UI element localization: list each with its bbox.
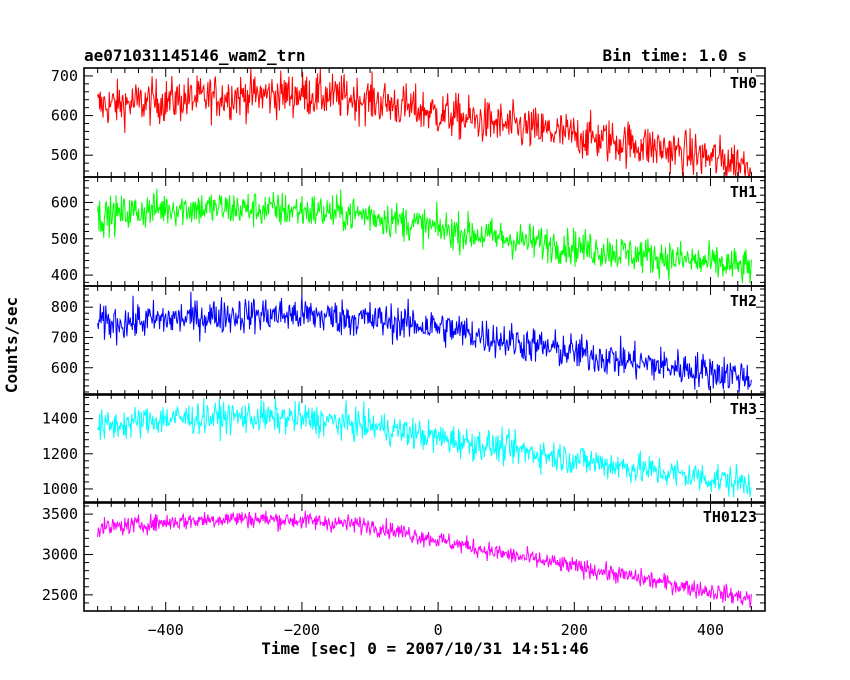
panel-label-th2: TH2 [730,292,757,310]
chart-title: ae071031145146_wam2_trn [84,46,306,65]
y-axis-label: Counts/sec [2,297,21,393]
y-tick-label: 500 [51,230,78,248]
series-line-th3 [97,397,752,498]
panels-group: 500 600 700 TH0 400 500 600 TH1 600 700 800 TH2 1000… [42,67,766,639]
y-tick-label: 600 [51,107,78,125]
panel-label-th1: TH1 [730,183,757,201]
series-line-th1 [97,188,752,284]
y-tick-label: 1400 [42,410,78,428]
series-line-th0 [97,68,752,177]
x-tick-label: 400 [697,621,724,639]
x-tick-label: 0 [434,621,443,639]
y-tick-label: 1200 [42,445,78,463]
panel-label-th0123: TH0123 [703,508,757,526]
series-line-th0123 [97,510,752,608]
y-tick-label: 3500 [42,505,78,523]
panel-label-th0: TH0 [730,74,757,92]
x-axis-label: Time [sec] 0 = 2007/10/31 14:51:46 [261,639,589,658]
panel-frame-th2 [83,285,766,396]
series-line-th2 [97,291,752,393]
y-tick-label: 700 [51,67,78,85]
y-tick-label: 1000 [42,480,78,498]
y-tick-label: 700 [51,328,78,346]
panel-frame-th0123 [83,501,766,612]
y-tick-label: 800 [51,298,78,316]
panel-label-th3: TH3 [730,400,757,418]
y-tick-label: 3000 [42,545,78,563]
x-tick-label: −400 [148,621,184,639]
panel-frame-th1 [83,176,766,287]
y-tick-label: 500 [51,146,78,164]
y-tick-label: 600 [51,193,78,211]
x-tick-label: 200 [561,621,588,639]
y-tick-label: 600 [51,359,78,377]
y-tick-label: 400 [51,266,78,284]
bin-time-label: Bin time: 1.0 s [603,46,748,65]
x-tick-label: −200 [284,621,320,639]
panel-frame-th0 [83,67,766,178]
y-tick-label: 2500 [42,586,78,604]
